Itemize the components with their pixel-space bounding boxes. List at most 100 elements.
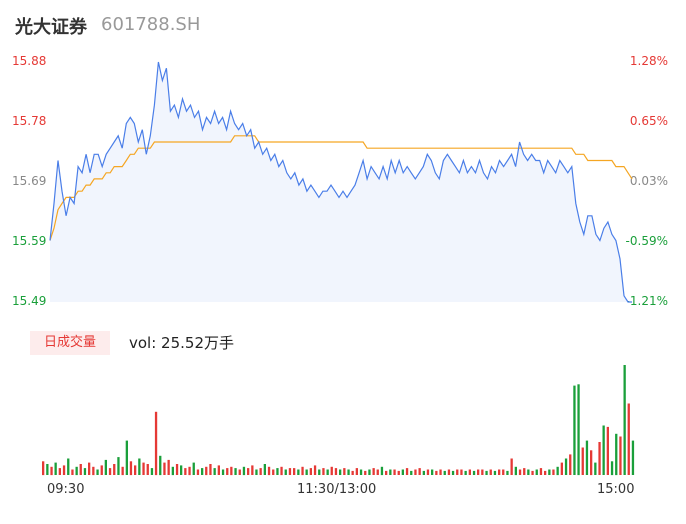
volume-bar — [330, 466, 333, 476]
volume-bar — [50, 466, 53, 476]
volume-bar — [247, 468, 250, 475]
volume-bar — [464, 470, 467, 475]
volume-bar — [368, 469, 371, 475]
volume-bar — [514, 466, 517, 476]
volume-bar — [439, 469, 442, 475]
volume-bar — [393, 469, 396, 475]
volume-bar — [234, 468, 237, 475]
volume-bar — [372, 468, 375, 475]
volume-bar — [615, 433, 618, 476]
volume-bar — [205, 466, 208, 476]
x-tick-open: 09:30 — [47, 482, 85, 497]
volume-bar — [280, 466, 283, 476]
volume-bar — [221, 469, 225, 475]
volume-bar — [251, 465, 254, 475]
volume-bar — [209, 464, 212, 475]
volume-bar — [518, 469, 522, 475]
volume-bar — [184, 468, 187, 475]
y-tick-right-3: -0.59% — [625, 234, 668, 248]
volume-bar — [117, 457, 120, 475]
volume-bar — [230, 466, 233, 476]
volume-bar — [456, 469, 459, 475]
price-line — [49, 61, 632, 303]
volume-bar — [171, 466, 174, 476]
volume-bar — [42, 461, 45, 476]
volume-bar — [364, 470, 367, 475]
volume-bar — [146, 464, 149, 475]
volume-summary: vol: 25.52万手 — [129, 334, 234, 352]
volume-bar — [598, 442, 601, 475]
volume-tab[interactable]: 日成交量 — [30, 331, 110, 355]
volume-bar — [619, 436, 622, 475]
y-tick-right-0: 1.28% — [629, 54, 668, 68]
y-tick-right-2: 0.03% — [629, 174, 668, 188]
volume-bar — [318, 469, 321, 475]
volume-bar — [502, 469, 505, 475]
volume-bar — [284, 469, 287, 475]
volume-bar — [552, 469, 555, 475]
volume-bar — [564, 458, 568, 475]
volume-bar — [129, 461, 133, 476]
volume-bar — [104, 459, 107, 475]
volume-bar — [276, 468, 279, 475]
volume-bar — [602, 425, 605, 475]
volume-bar — [569, 454, 572, 475]
volume-bar — [539, 468, 543, 475]
volume-bar — [188, 466, 191, 476]
volume-bar — [472, 470, 476, 475]
volume-bar — [142, 462, 145, 475]
volume-bar — [523, 468, 526, 475]
volume-bar — [301, 466, 304, 476]
volume-bar — [54, 462, 57, 475]
volume-bar — [380, 466, 384, 476]
volume-bar — [418, 468, 421, 475]
volume-bar — [477, 469, 480, 475]
volume-bar — [92, 466, 95, 476]
volume-bar — [125, 440, 128, 475]
y-tick-right-1: 0.65% — [629, 114, 668, 128]
volume-bar — [531, 470, 534, 475]
volume-bar — [96, 469, 99, 475]
volume-bar — [71, 469, 74, 475]
volume-bar — [267, 466, 271, 476]
volume-bar — [201, 468, 204, 475]
volume-bar — [401, 469, 404, 475]
volume-bar — [62, 465, 66, 475]
y-tick-left-0: 15.88 — [12, 54, 47, 68]
volume-bar — [431, 469, 434, 475]
volume-bar — [606, 426, 609, 475]
volume-bar — [263, 464, 266, 475]
volume-bar — [75, 466, 78, 476]
volume-bar — [405, 468, 409, 475]
volume-bar — [255, 469, 258, 475]
volume-bar — [79, 464, 82, 475]
volume-bar — [83, 468, 87, 475]
volume-bar — [422, 470, 425, 475]
volume-bar — [196, 469, 200, 475]
volume-bar — [46, 464, 49, 475]
volume-bar — [397, 470, 400, 475]
volume-bar — [154, 411, 158, 476]
volume-bar — [347, 469, 350, 475]
volume-bar — [460, 469, 463, 475]
volume-bar — [355, 468, 358, 475]
volume-bar — [159, 455, 162, 476]
y-tick-left-2: 15.69 — [12, 174, 47, 188]
volume-bar — [493, 470, 497, 475]
volume-bar — [385, 470, 388, 475]
volume-bar — [627, 403, 630, 475]
volume-bar — [585, 440, 589, 475]
volume-bar — [339, 469, 342, 475]
volume-bar — [590, 450, 593, 476]
volume-bar — [322, 468, 325, 475]
volume-bar — [163, 462, 166, 475]
volume-bar — [259, 468, 262, 475]
volume-bar — [175, 464, 179, 475]
volume-bar — [326, 469, 329, 475]
volume-bar — [272, 469, 275, 475]
volume-bar — [180, 465, 183, 475]
volume-bar — [217, 465, 220, 475]
volume-bar — [631, 440, 635, 475]
volume-bar — [242, 466, 246, 476]
